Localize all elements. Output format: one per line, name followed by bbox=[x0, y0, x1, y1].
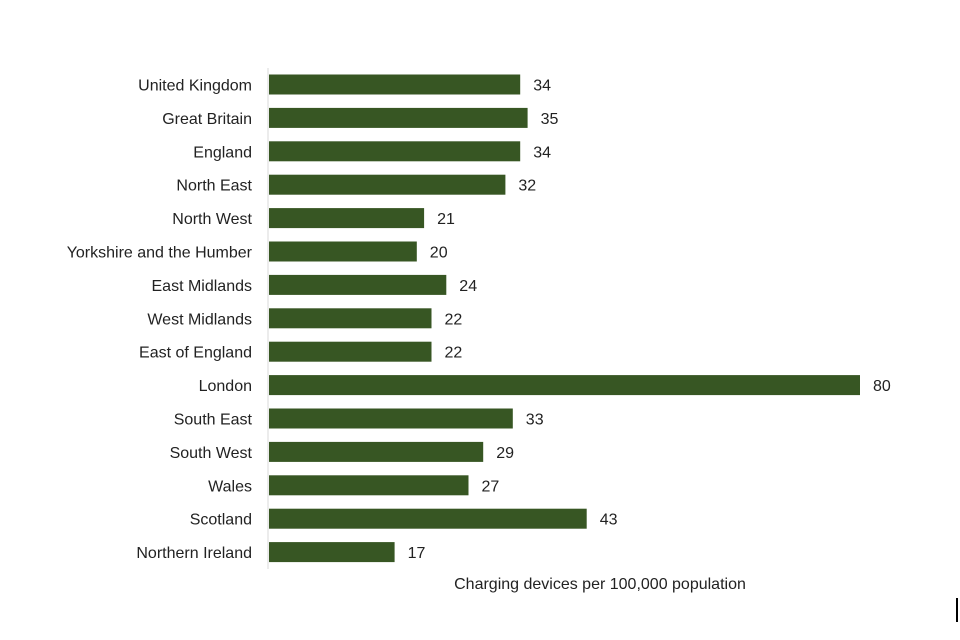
category-label-2: England bbox=[193, 144, 252, 161]
bar-4 bbox=[269, 208, 425, 229]
bar-1 bbox=[269, 107, 528, 128]
category-label-12: Wales bbox=[208, 478, 252, 495]
category-label-1: Great Britain bbox=[162, 111, 252, 128]
bar-14 bbox=[269, 542, 395, 563]
bar-5 bbox=[269, 241, 417, 262]
category-label-10: South East bbox=[174, 412, 253, 429]
value-label-9: 80 bbox=[873, 378, 891, 395]
bars-group bbox=[269, 74, 860, 563]
value-label-5: 20 bbox=[430, 245, 448, 262]
category-label-5: Yorkshire and the Humber bbox=[67, 245, 253, 262]
x-axis-title: Charging devices per 100,000 population bbox=[454, 576, 746, 593]
bar-6 bbox=[269, 274, 447, 295]
value-label-13: 43 bbox=[600, 512, 618, 529]
category-label-11: South West bbox=[170, 445, 253, 462]
bar-12 bbox=[269, 475, 469, 496]
bar-7 bbox=[269, 308, 432, 329]
category-labels-group: United Kingdom Great Britain England North … bbox=[67, 78, 253, 563]
value-label-4: 21 bbox=[437, 211, 455, 228]
bar-3 bbox=[269, 174, 506, 195]
value-label-10: 33 bbox=[526, 412, 544, 429]
value-label-7: 22 bbox=[445, 311, 463, 328]
value-label-2: 34 bbox=[533, 144, 551, 161]
value-label-6: 24 bbox=[459, 278, 477, 295]
category-label-14: Northern Ireland bbox=[136, 545, 252, 562]
value-label-11: 29 bbox=[496, 445, 514, 462]
value-label-14: 17 bbox=[408, 545, 426, 562]
value-label-3: 32 bbox=[518, 178, 536, 195]
bar-2 bbox=[269, 141, 521, 162]
bar-13 bbox=[269, 508, 587, 529]
bar-8 bbox=[269, 341, 432, 362]
category-label-8: East of England bbox=[139, 345, 252, 362]
category-label-13: Scotland bbox=[190, 512, 252, 529]
value-label-1: 35 bbox=[541, 111, 559, 128]
category-label-0: United Kingdom bbox=[138, 78, 252, 95]
corner-mark bbox=[956, 598, 958, 622]
value-labels-group: 34 35 34 32 21 20 24 22 22 80 33 29 27 43 17 bbox=[408, 78, 891, 563]
category-label-9: London bbox=[199, 378, 252, 395]
category-label-4: North West bbox=[172, 211, 252, 228]
bar-9 bbox=[269, 375, 860, 396]
category-label-6: East Midlands bbox=[152, 278, 253, 295]
category-label-7: West Midlands bbox=[147, 311, 252, 328]
value-label-12: 27 bbox=[482, 478, 500, 495]
value-label-8: 22 bbox=[445, 345, 463, 362]
bar-11 bbox=[269, 441, 484, 462]
bar-0 bbox=[269, 74, 521, 95]
value-label-0: 34 bbox=[533, 78, 551, 95]
category-label-3: North East bbox=[176, 178, 252, 195]
bar-10 bbox=[269, 408, 513, 429]
